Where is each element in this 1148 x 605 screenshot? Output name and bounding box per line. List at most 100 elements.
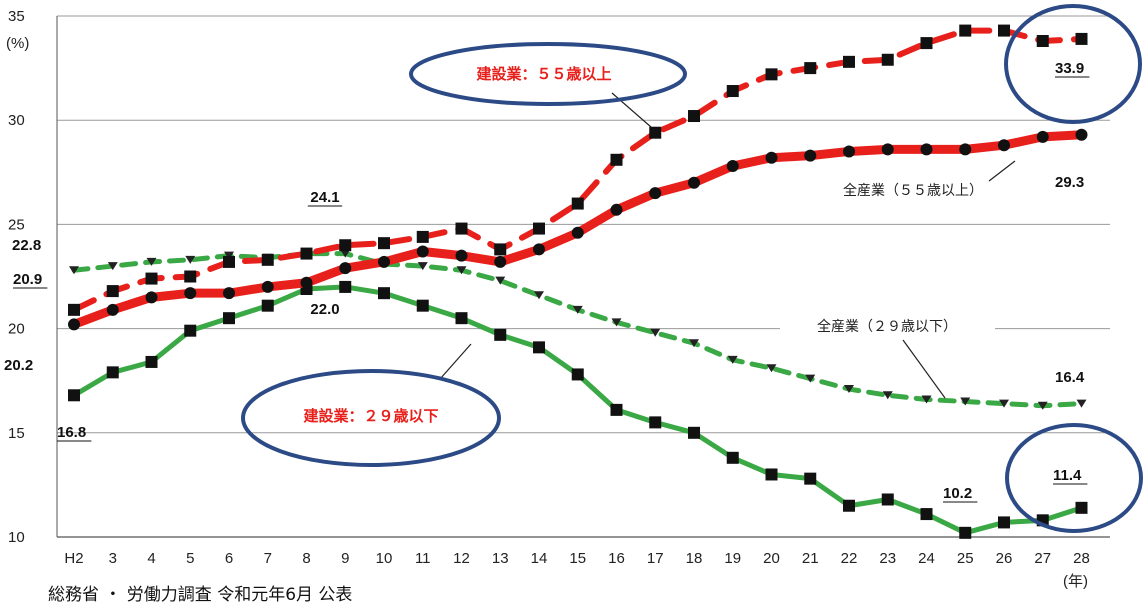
data-point-triangle [340, 249, 351, 258]
data-point-square [494, 243, 507, 256]
data-point-square [1075, 32, 1088, 45]
data-point-square [223, 312, 235, 325]
data-point-triangle [999, 399, 1009, 408]
data-point-triangle [611, 318, 622, 327]
x-tick-label: 18 [686, 550, 703, 567]
data-point-circle [533, 243, 545, 256]
highlight-oval [409, 42, 687, 106]
data-point-triangle [921, 395, 932, 404]
x-tick-label: 4 [147, 550, 155, 567]
x-tick-label: 28 [1073, 550, 1090, 567]
data-point-triangle [224, 251, 234, 260]
x-tick-label: 7 [264, 550, 272, 567]
data-point-square [455, 312, 468, 325]
data-point-circle [726, 160, 739, 173]
data-point-triangle [146, 257, 157, 266]
data-point-square [106, 285, 119, 298]
data-point-circle [106, 303, 119, 316]
data-point-square [378, 237, 390, 250]
y-tick-label: 35 [8, 8, 25, 25]
data-point-square [998, 516, 1010, 529]
data-point-square [726, 85, 739, 98]
data-point-circle [920, 143, 933, 156]
series-label-construction-55: 建設業：５５歳以上 [476, 65, 611, 83]
series-label-all-29: 全産業（２９歳以下） [817, 318, 957, 335]
x-tick-label: 15 [569, 550, 586, 567]
highlight-oval [241, 369, 501, 467]
data-point-circle [1075, 128, 1088, 141]
data-point-square [610, 403, 623, 416]
data-point-circle [881, 143, 894, 156]
data-point-triangle [1037, 401, 1048, 410]
y-unit-label: (%) [6, 35, 29, 52]
data-point-triangle [534, 291, 544, 300]
data-point-circle [455, 249, 468, 262]
data-label: 11.4 [1053, 467, 1082, 484]
x-tick-label: 12 [453, 550, 470, 567]
data-point-circle [688, 176, 700, 189]
data-point-triangle [882, 391, 893, 400]
data-label: 16.4 [1055, 369, 1085, 386]
data-point-square [1036, 35, 1049, 48]
data-point-triangle [766, 364, 777, 373]
x-tick-label: 21 [802, 550, 819, 567]
data-labels: 20.9 24.1 33.9 20.2 29.3 22.8 16.4 16.8 22.0 10.2… [4, 60, 1090, 503]
data-point-triangle [844, 385, 854, 394]
series-label-construction-29: 建設業：２９歳以下 [303, 407, 438, 425]
data-label: 29.3 [1055, 174, 1084, 191]
data-point-square [1075, 501, 1088, 514]
data-point-circle [765, 151, 778, 164]
data-point-circle [571, 226, 584, 239]
data-point-triangle [417, 262, 428, 271]
highlight-oval [1005, 423, 1143, 533]
data-point-square [455, 222, 468, 235]
y-tick-label: 25 [8, 216, 25, 233]
leader-line [439, 343, 472, 380]
y-tick-label: 15 [8, 425, 25, 442]
data-point-square [533, 222, 545, 235]
data-point-triangle [727, 355, 738, 364]
data-point-triangle [650, 328, 661, 337]
data-point-circle [494, 255, 507, 268]
x-tick-label: 17 [647, 550, 664, 567]
x-tick-label: 19 [724, 550, 741, 567]
data-point-circle [649, 187, 662, 200]
data-point-square [920, 37, 933, 50]
data-point-square [416, 230, 429, 243]
data-point-triangle [1076, 399, 1087, 408]
data-point-triangle [689, 339, 699, 348]
data-point-square [184, 324, 197, 337]
x-unit-label: (年) [1063, 573, 1088, 590]
y-tick-label: 30 [8, 112, 25, 129]
data-point-square [184, 270, 197, 283]
x-tick-label: H2 [64, 550, 83, 567]
data-point-square [261, 253, 274, 266]
axes: 35 30 25 20 15 10 (%) H2 3 4 5 6 7 8 9 10 11 12 13 14 15 16 17… [6, 8, 1110, 590]
data-point-square [106, 366, 119, 379]
data-point-square [920, 508, 933, 521]
series-label-bg [780, 312, 995, 338]
x-tick-label: 13 [492, 550, 509, 567]
data-point-square [688, 110, 700, 123]
data-point-circle [610, 203, 623, 216]
data-point-square [843, 499, 855, 512]
y-tick-label: 20 [8, 321, 25, 338]
data-point-circle [1036, 130, 1049, 143]
data-point-square [765, 468, 778, 481]
data-point-triangle [572, 305, 583, 314]
data-point-square [726, 451, 739, 464]
data-point-circle [145, 291, 158, 304]
leader-line [988, 160, 1016, 182]
data-point-triangle [805, 374, 816, 383]
data-point-square [843, 55, 855, 68]
x-tick-label: 11 [415, 550, 431, 567]
x-tick-label: 24 [918, 550, 935, 567]
data-label: 22.0 [310, 301, 339, 318]
data-point-square [145, 355, 158, 368]
x-tick-label: 23 [879, 550, 896, 567]
data-label: 20.2 [4, 357, 33, 374]
data-label: 22.8 [12, 237, 41, 254]
x-tick-label: 10 [376, 550, 393, 567]
data-point-square [959, 24, 972, 37]
x-tick-label: 5 [186, 550, 194, 567]
